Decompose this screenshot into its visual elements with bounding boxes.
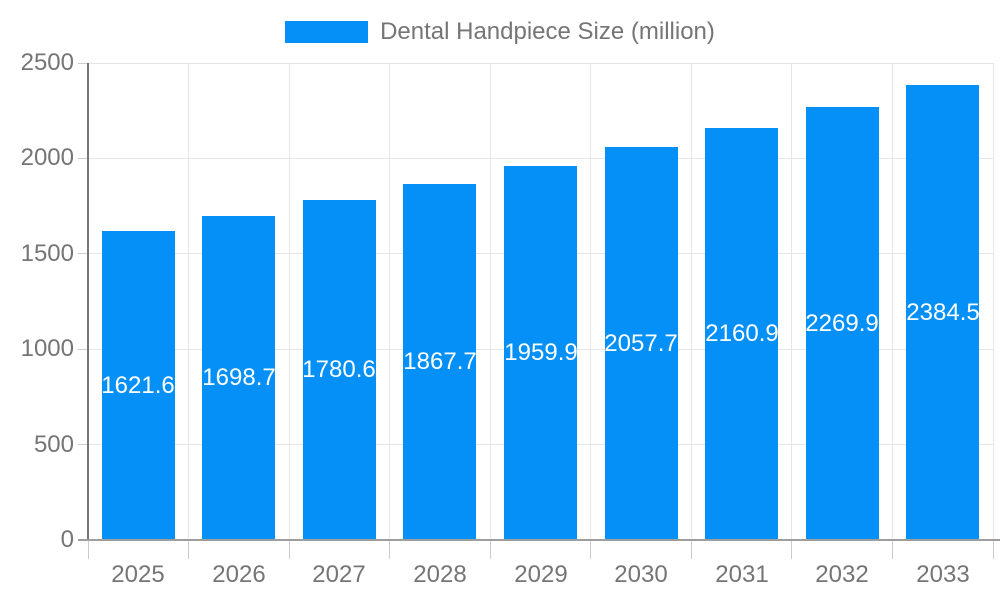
x-axis-tick — [87, 540, 89, 559]
x-axis-label: 2031 — [715, 561, 769, 588]
bar-value-label: 1867.7 — [403, 348, 477, 375]
y-axis-line — [87, 63, 89, 541]
bar-value-label: 2057.7 — [604, 330, 678, 357]
x-axis-tick — [690, 540, 692, 559]
x-axis-label: 2028 — [413, 561, 467, 588]
y-axis-tick — [78, 444, 88, 446]
bar-value-label: 1780.6 — [302, 356, 376, 383]
bar[interactable] — [504, 166, 577, 539]
x-axis-label: 2030 — [614, 561, 668, 588]
vertical-gridline — [791, 63, 793, 540]
bar[interactable] — [303, 200, 376, 539]
vertical-gridline — [489, 63, 491, 540]
y-axis-label: 2000 — [20, 144, 74, 172]
y-axis-label: 2500 — [20, 49, 74, 76]
legend-swatch — [285, 21, 369, 43]
vertical-gridline — [992, 63, 994, 540]
x-axis-tick — [791, 540, 793, 559]
x-axis-label: 2032 — [815, 561, 869, 588]
bar[interactable] — [102, 231, 175, 539]
x-axis-line — [78, 539, 1000, 541]
x-axis-label: 2025 — [111, 561, 165, 588]
y-axis-tick — [78, 62, 88, 64]
y-axis-label: 1000 — [20, 335, 74, 363]
legend[interactable]: Dental Handpiece Size (million) — [0, 17, 1000, 47]
y-axis-tick — [78, 157, 88, 159]
x-axis-tick — [288, 540, 290, 559]
bar[interactable] — [202, 216, 275, 539]
x-axis-label: 2029 — [514, 561, 568, 588]
y-axis-label: 500 — [33, 430, 74, 458]
bar-value-label: 2269.9 — [805, 310, 879, 337]
bar[interactable] — [806, 107, 879, 539]
vertical-gridline — [690, 63, 692, 540]
x-axis-tick — [489, 540, 491, 559]
bar-value-label: 2384.5 — [906, 299, 980, 326]
horizontal-gridline — [88, 62, 993, 64]
x-axis-tick — [992, 540, 994, 559]
y-axis-tick — [78, 348, 88, 350]
x-axis-tick — [188, 540, 190, 559]
bar[interactable] — [605, 147, 678, 539]
x-axis-tick — [389, 540, 391, 559]
x-axis-label: 2026 — [212, 561, 266, 588]
vertical-gridline — [389, 63, 391, 540]
bar-value-label: 1621.6 — [101, 372, 175, 399]
y-axis-label: 1500 — [20, 239, 74, 267]
bar-value-label: 1959.9 — [504, 339, 578, 366]
legend-label: Dental Handpiece Size (million) — [380, 18, 715, 45]
x-axis-tick — [891, 540, 893, 559]
vertical-gridline — [891, 63, 893, 540]
x-axis-label: 2033 — [916, 561, 970, 588]
bar-value-label: 1698.7 — [202, 364, 276, 391]
x-axis-tick — [590, 540, 592, 559]
bar[interactable] — [705, 128, 778, 539]
vertical-gridline — [188, 63, 190, 540]
vertical-gridline — [590, 63, 592, 540]
bar[interactable] — [906, 85, 979, 539]
bar-value-label: 2160.9 — [705, 320, 779, 347]
bar[interactable] — [403, 184, 476, 539]
x-axis-label: 2027 — [312, 561, 366, 588]
horizontal-gridline — [88, 157, 993, 159]
y-axis-label: 0 — [60, 526, 74, 553]
vertical-gridline — [288, 63, 290, 540]
y-axis-tick — [78, 253, 88, 255]
